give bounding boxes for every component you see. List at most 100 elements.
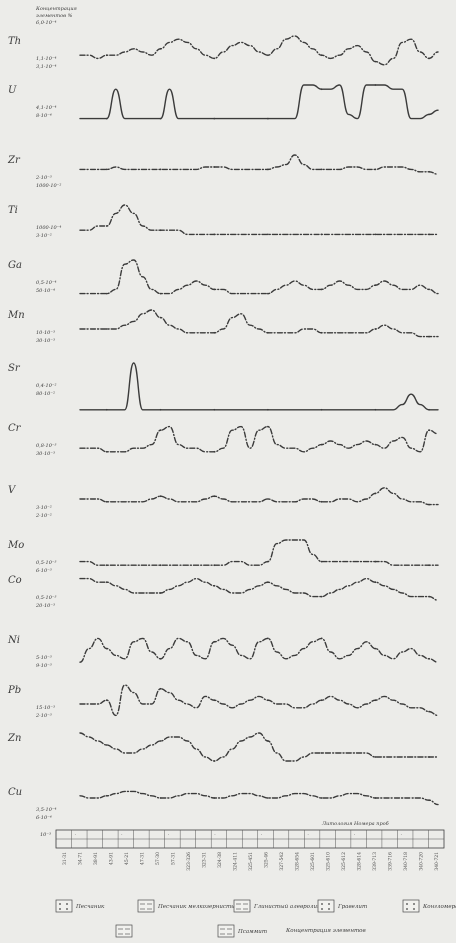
scale-label: 6·10⁻⁴ [36,815,52,821]
track-cr: Cr 0,8·10⁻³ 30·10⁻³ [8,423,439,457]
data-point [213,233,216,236]
sample-label: 340-720 [419,852,425,871]
sample-label: 34-71 [77,852,83,865]
sample-label: 324-411 [233,852,239,871]
data-point [267,54,269,57]
series-line-zn [79,732,439,762]
data-point [428,429,430,432]
sample-label: 328-654 [295,852,301,871]
series-line-cr [79,425,439,453]
scale-label: 3,1·10⁻⁴ [36,64,57,70]
legend-item-8: Концентрация элементов [285,928,366,934]
data-point [320,560,323,563]
data-point [320,54,323,57]
sample-label: 57-31 [170,852,176,865]
sample-label: 327-542 [279,852,285,871]
sample-label: 340-721 [434,852,440,871]
data-point [213,408,216,411]
series-line-mn [79,309,439,338]
sample-label: 340-718 [403,852,409,871]
data-point [105,500,108,503]
scale-label: 9·10⁻³ [36,663,52,669]
element-label: Ga [8,260,22,271]
data-point [374,797,377,799]
data-point [159,797,162,799]
series-line-v [79,487,439,506]
data-point [159,740,162,742]
data-point [159,687,162,690]
data-point [428,657,430,660]
data-point [428,710,430,713]
data-point [428,503,430,506]
data-point [374,443,377,446]
data-point [159,292,162,295]
data-point [213,760,216,762]
series-line-th [79,35,439,66]
data-point [428,756,430,758]
legend-item-4: Гравелит [317,899,367,913]
fine-sand-pattern-icon [137,899,155,913]
scale-label: 0,5·10⁻⁴ [36,280,57,286]
data-point [105,54,108,57]
pattern-dot [66,903,68,905]
legend-label: Концентрация элементов [285,928,366,934]
data-point [105,794,108,797]
scale-label: 1000·10⁻² [36,183,61,189]
lithology-dot: · [168,833,169,838]
sample-label: 328-614 [357,852,363,871]
element-label: Mo [7,540,24,551]
legend-item-7: Псаммит [217,924,267,938]
series-line-sr [79,362,439,411]
header-line-2: элементов % [36,13,73,19]
legend-label: Песчаник мелкозернистый [157,904,240,910]
data-point [267,292,269,295]
data-point [159,495,162,498]
legend: Песчаник Песчаник мелкозернистый Глинистый… [55,899,456,938]
legend-label: Конгломерат [422,904,456,910]
data-point [428,288,430,291]
header-block: Концентрация элементов % 6,0·10⁻⁴ [35,6,77,26]
data-point [159,229,162,232]
pattern-dot [406,903,408,905]
lithology-dot: · [121,833,122,838]
scale-label: 1000·10⁻⁴ [36,225,61,231]
sample-label: 324-38 [217,852,223,868]
data-point [374,328,377,330]
data-point [374,756,377,758]
data-point [105,564,108,567]
data-point [320,637,323,640]
lithology-dot: · [400,833,401,838]
data-point [213,331,216,334]
data-point [374,699,377,702]
data-point [213,288,216,291]
series-line-ga [79,259,439,295]
legend-item-6 [115,924,133,938]
scale-label: 30·10⁻³ [36,338,55,344]
data-point [105,647,108,650]
data-point [374,560,377,563]
data-point [213,584,216,587]
data-point [320,500,323,503]
scale-label: 0,5·10⁻³ [36,595,57,601]
data-point [428,408,430,411]
sand-pattern-icon [55,899,73,913]
track-sr: Sr 0,4·10⁻² 80·10⁻² [8,362,439,411]
data-point [267,581,269,584]
data-point [213,699,216,702]
data-point [159,47,162,50]
data-point [105,292,108,295]
data-point [267,740,269,742]
data-point [105,744,108,746]
scale-label: 6·10⁻³ [36,568,52,574]
data-point [267,117,269,120]
series-line-u [79,84,439,120]
data-point [428,57,430,60]
data-point [213,450,216,453]
element-label: Sr [8,363,21,374]
lithology-dot: · [354,833,355,838]
scale-label: 2·10⁻³ [35,175,52,181]
scale-label: 15·10⁻³ [36,705,55,711]
lithology-dot: · [75,833,76,838]
data-point [428,799,430,802]
